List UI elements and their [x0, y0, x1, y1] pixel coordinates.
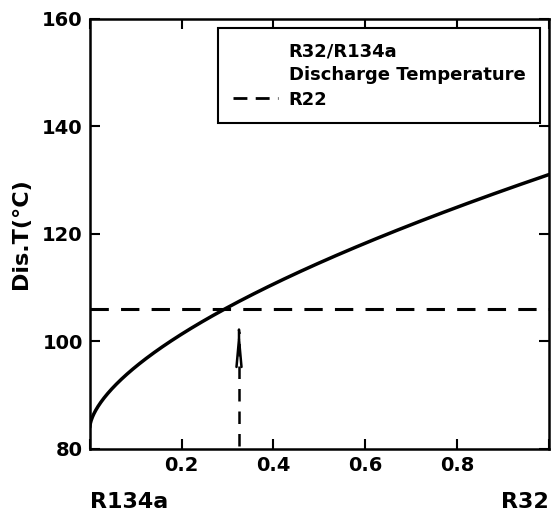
Legend: R32/R134a, Discharge Temperature, R22: R32/R134a, Discharge Temperature, R22: [218, 28, 540, 123]
Text: R134a: R134a: [90, 492, 168, 512]
Text: R32: R32: [501, 492, 549, 512]
Y-axis label: Dis.T(°C): Dis.T(°C): [11, 178, 31, 289]
